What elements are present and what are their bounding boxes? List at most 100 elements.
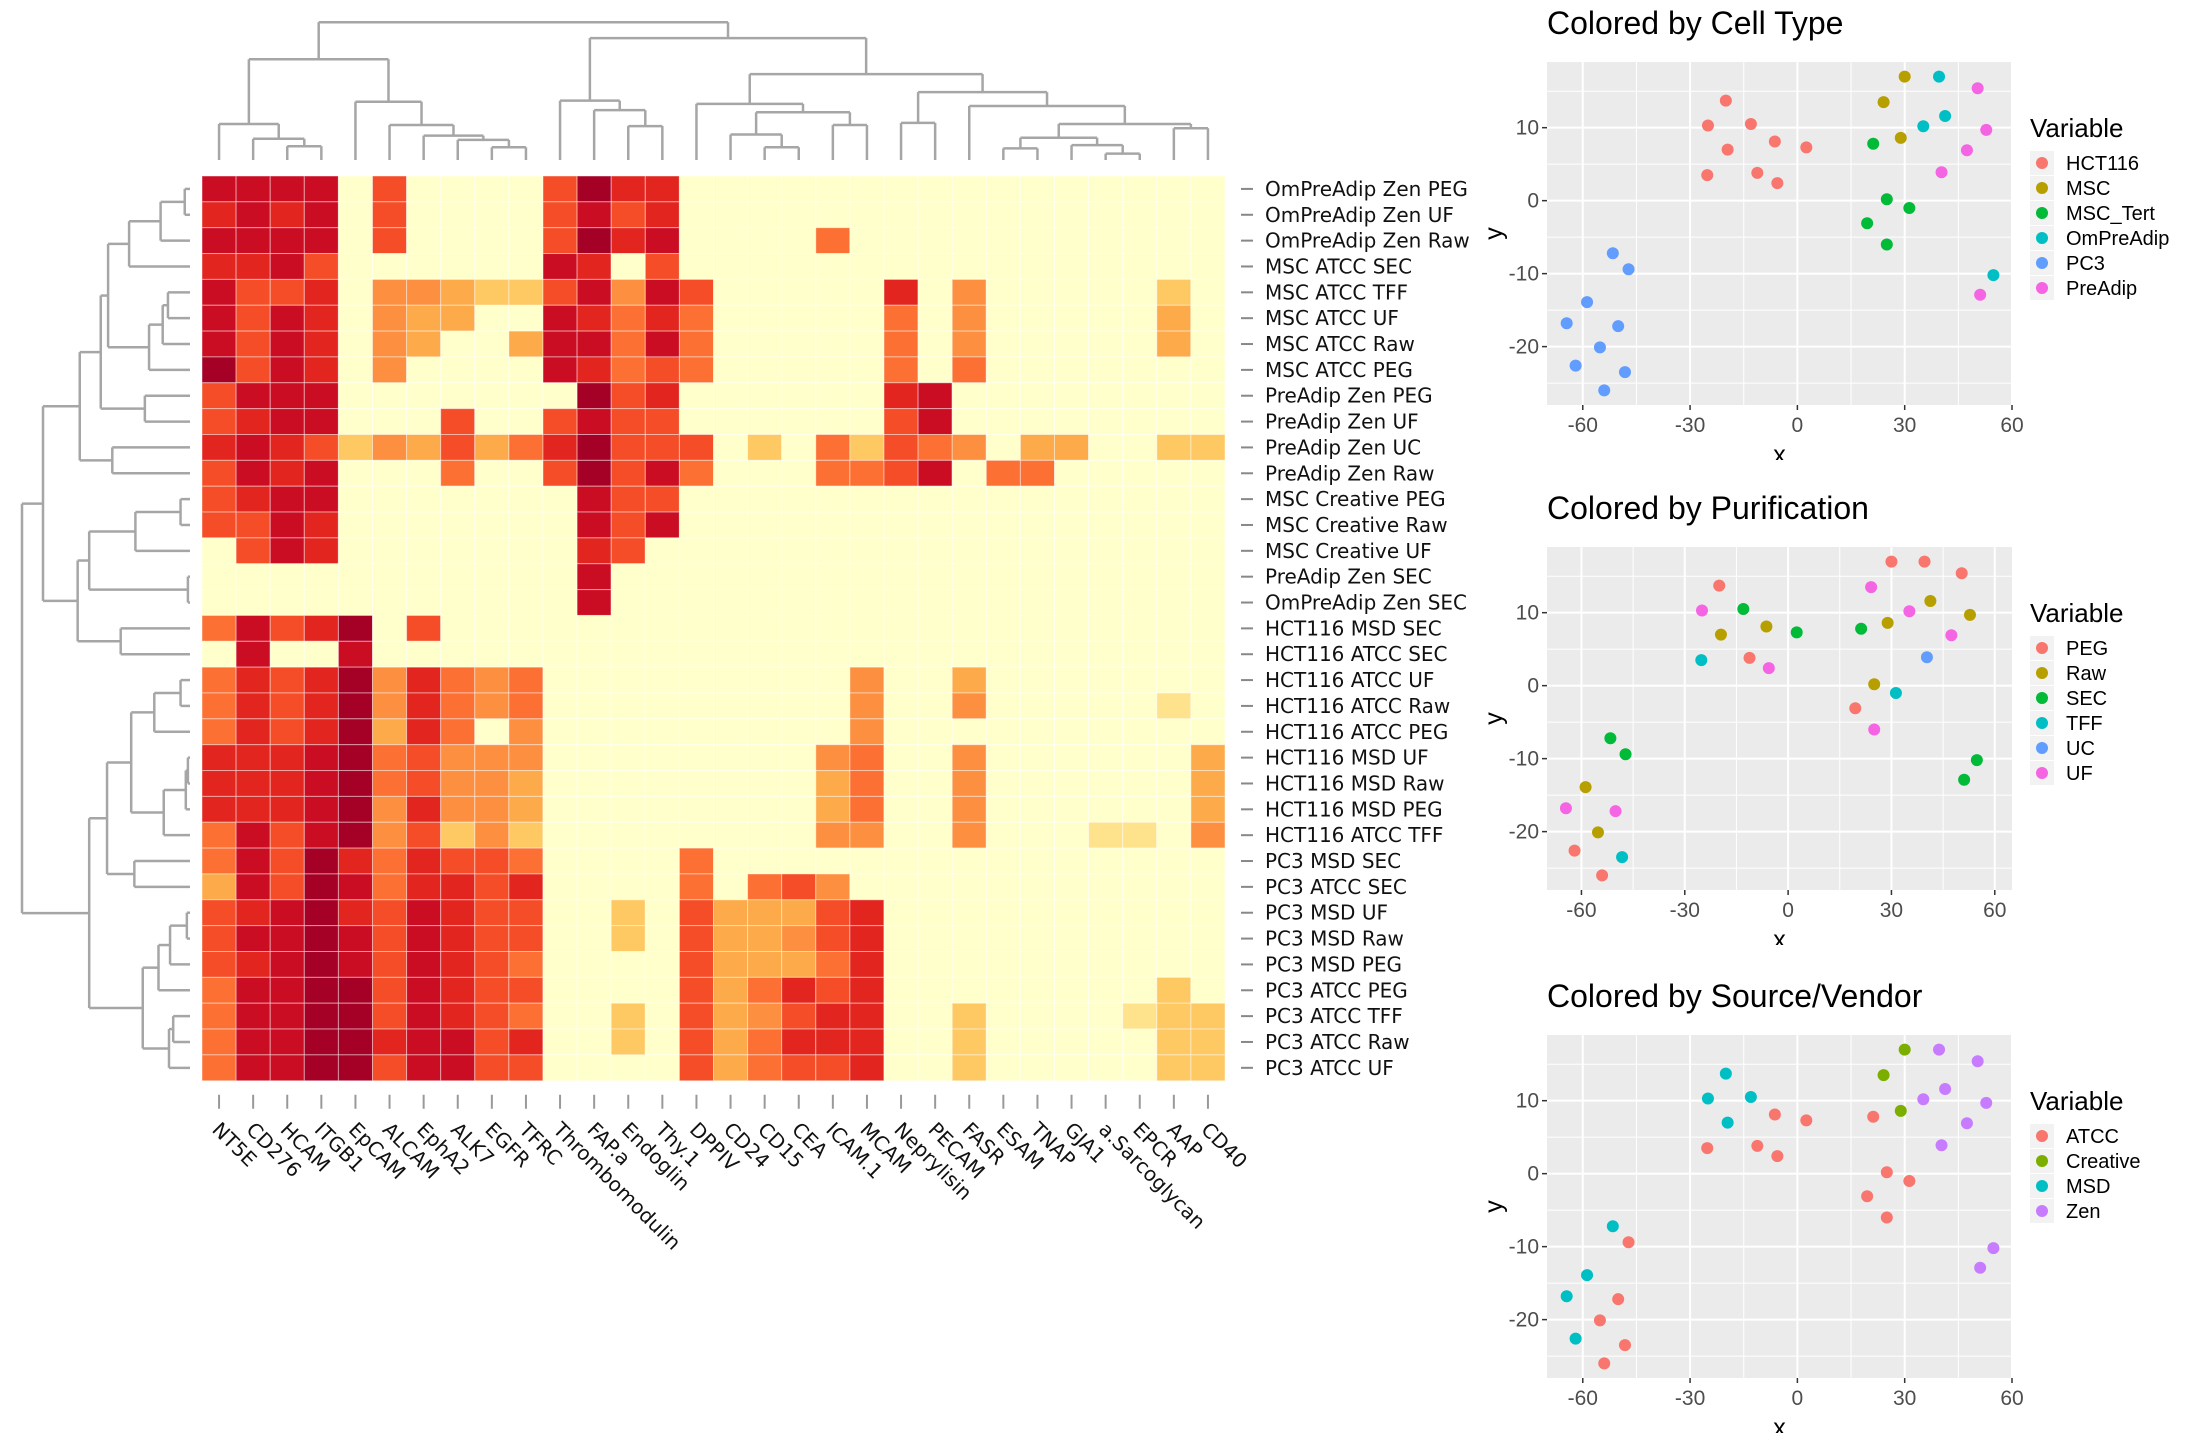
heatmap-cell <box>747 563 783 591</box>
heatmap-cell <box>747 614 783 642</box>
row-label: PC3 MSD UF <box>1265 901 1388 925</box>
data-point <box>1568 844 1581 857</box>
data-point <box>1721 143 1734 156</box>
legend-label: Zen <box>2066 1201 2100 1223</box>
heatmap-cell <box>337 201 373 229</box>
heatmap-cell <box>713 666 749 694</box>
heatmap-cell <box>849 666 885 694</box>
heatmap-cell <box>849 1002 885 1030</box>
data-point <box>1581 296 1594 309</box>
heatmap-cell <box>678 1002 715 1030</box>
data-point <box>1619 748 1632 761</box>
heatmap-cell <box>781 537 817 565</box>
heatmap-cell <box>678 356 715 384</box>
heatmap-cell <box>849 744 885 772</box>
heatmap-cell <box>713 511 749 539</box>
heatmap-cell <box>883 821 919 849</box>
heatmap-cell <box>883 718 919 746</box>
heatmap-cell <box>235 589 271 616</box>
heatmap-cell <box>747 976 783 1004</box>
heatmap-cell <box>713 278 749 306</box>
heatmap-cell <box>235 227 271 255</box>
heatmap-cell <box>269 821 305 849</box>
heatmap-cell <box>985 382 1021 410</box>
heatmap-cell <box>713 640 749 668</box>
heatmap-cell <box>781 873 817 901</box>
heatmap-cell <box>576 821 612 849</box>
heatmap-cell <box>372 692 408 720</box>
y-tick-label: 0 <box>1527 1163 1539 1186</box>
heatmap-cell <box>269 459 305 487</box>
heatmap-cell <box>474 408 510 435</box>
heatmap-cell <box>406 1028 442 1056</box>
row-label: PreAdip Zen UC <box>1265 435 1421 459</box>
heatmap-cell <box>576 666 612 694</box>
data-point <box>1849 702 1862 715</box>
heatmap-cell <box>815 304 851 332</box>
heatmap-cell <box>1190 899 1226 927</box>
heatmap-cell <box>1088 744 1124 772</box>
heatmap-cell <box>644 718 680 746</box>
row-label: PC3 ATCC TFF <box>1265 1004 1403 1028</box>
heatmap-cell <box>406 770 442 797</box>
data-point <box>1612 320 1625 333</box>
heatmap-cell <box>951 1028 987 1056</box>
heatmap-cell <box>815 873 851 901</box>
heatmap-cell <box>951 925 987 953</box>
heatmap-cell <box>1190 614 1226 642</box>
heatmap-cell <box>474 278 510 306</box>
y-tick-label: -20 <box>1509 821 1539 844</box>
data-point <box>1945 629 1958 642</box>
data-point <box>1593 341 1606 354</box>
heatmap-cell <box>474 382 510 410</box>
heatmap-cell <box>678 382 715 410</box>
heatmap-cell <box>406 563 442 591</box>
heatmap-cell <box>508 408 544 435</box>
heatmap-cell <box>1122 925 1158 953</box>
heatmap-cell <box>508 511 544 539</box>
heatmap-cell <box>815 201 851 229</box>
heatmap-cell <box>747 744 783 772</box>
heatmap-cell <box>815 356 851 384</box>
heatmap-cell <box>951 382 987 410</box>
heatmap-cell <box>576 1028 612 1056</box>
legend-swatch <box>2036 1205 2048 1217</box>
heatmap-cell <box>235 666 271 694</box>
heatmap-cell <box>508 537 544 565</box>
data-point <box>1898 1043 1911 1056</box>
heatmap-cell <box>610 795 646 823</box>
heatmap-cell <box>406 227 442 255</box>
data-point <box>1865 581 1878 594</box>
heatmap-cell <box>747 1002 783 1030</box>
heatmap-cell <box>678 718 715 746</box>
heatmap-cell <box>337 434 373 461</box>
heatmap-cell <box>1190 589 1226 616</box>
heatmap-cell <box>201 382 237 410</box>
heatmap-cell <box>372 459 408 487</box>
heatmap-cell <box>440 770 476 797</box>
heatmap-cell <box>985 692 1021 720</box>
heatmap-cell <box>985 1054 1021 1082</box>
heatmap-cell <box>542 537 578 565</box>
data-point <box>1560 317 1573 330</box>
heatmap-cell <box>951 537 987 565</box>
data-point <box>1867 137 1880 150</box>
heatmap-cell <box>1190 951 1226 978</box>
heatmap-cell <box>678 1054 715 1082</box>
heatmap-cell <box>474 1002 510 1030</box>
data-point <box>1877 1069 1890 1082</box>
heatmap-cell <box>1054 614 1090 642</box>
heatmap-cell <box>406 899 442 927</box>
heatmap-cell <box>781 511 817 539</box>
heatmap-cell <box>1122 278 1158 306</box>
heatmap-cell <box>235 821 271 849</box>
heatmap-cell <box>1122 795 1158 823</box>
data-point <box>1768 1108 1781 1121</box>
heatmap-cell <box>508 330 544 358</box>
heatmap-cell <box>849 459 885 487</box>
heatmap-cell <box>1122 976 1158 1004</box>
heatmap-cell <box>781 589 817 616</box>
heatmap-cell <box>303 692 339 720</box>
heatmap-cell <box>1054 899 1090 927</box>
heatmap-cell <box>406 1002 442 1030</box>
